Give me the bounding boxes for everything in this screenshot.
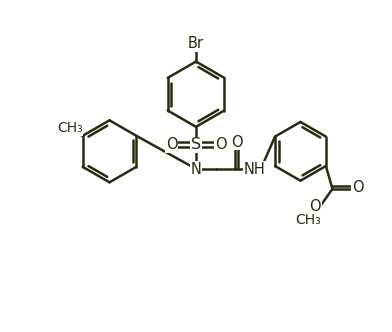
Text: O: O — [166, 137, 177, 152]
Text: N: N — [191, 162, 201, 177]
Text: Br: Br — [188, 36, 204, 51]
Text: CH₃: CH₃ — [295, 213, 321, 227]
Text: O: O — [352, 180, 363, 195]
Text: S: S — [191, 137, 201, 152]
Text: O: O — [231, 135, 243, 150]
Text: NH: NH — [243, 162, 265, 177]
Text: O: O — [309, 199, 321, 214]
Text: CH₃: CH₃ — [57, 122, 83, 135]
Text: O: O — [215, 137, 226, 152]
